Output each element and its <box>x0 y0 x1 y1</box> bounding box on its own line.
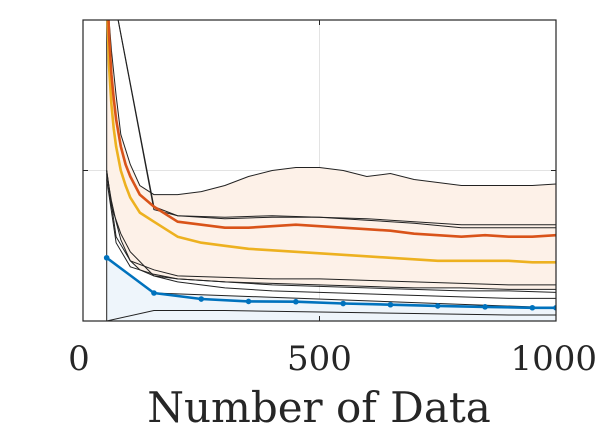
data-series <box>103 20 556 311</box>
series-1-point <box>340 300 346 307</box>
confidence-band-2 <box>106 20 556 290</box>
x-tick-label: 1000 <box>510 339 597 379</box>
series-1-point <box>387 301 394 308</box>
axis-ticks: 0 500 1000 <box>68 20 597 379</box>
series-1-point <box>245 298 252 305</box>
series-1-point <box>482 304 488 310</box>
boundary-line-5 <box>106 170 556 299</box>
series-1-point <box>103 254 110 261</box>
series-1-point <box>553 304 556 311</box>
series-1-point <box>151 290 157 296</box>
x-tick-label: 500 <box>287 339 352 379</box>
series-1-point <box>529 304 536 311</box>
series-line-3 <box>107 20 556 238</box>
series-1-point <box>198 296 205 302</box>
x-tick-label: 0 <box>68 339 90 379</box>
x-axis-label: Number of Data <box>147 383 491 430</box>
series-line-2 <box>106 20 556 264</box>
boundary-line-4 <box>106 179 556 293</box>
boundary-line-2 <box>117 20 556 229</box>
band-upper-edge-2 <box>108 20 556 196</box>
series-1-point <box>293 298 299 305</box>
band-lower-edge-2 <box>106 173 556 290</box>
boundary-line-6 <box>106 310 556 321</box>
series-1-point <box>434 303 441 309</box>
